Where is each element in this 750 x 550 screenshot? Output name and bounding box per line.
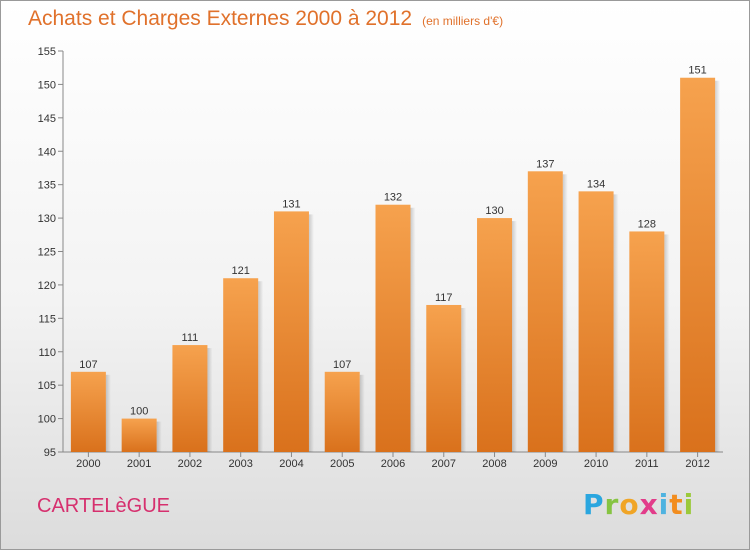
- chart-title-text: Achats et Charges Externes 2000 à 2012: [28, 7, 413, 30]
- x-tick-label: 2006: [381, 458, 405, 470]
- chart-title: Achats et Charges Externes 2000 à 2012 (e…: [28, 7, 503, 31]
- value-label: 111: [182, 332, 199, 344]
- x-tick-label: 2001: [127, 458, 151, 470]
- x-tick-label: 2004: [279, 458, 303, 470]
- labels: 107 2000 100 2001 111 2002 121 2003 131 2004 107 20…: [76, 65, 710, 470]
- bar-2009: [527, 171, 563, 453]
- bar-2005: [324, 371, 360, 452]
- bar-shadow: [664, 234, 670, 452]
- bar-2001: [121, 418, 157, 452]
- bar-2006: [375, 204, 411, 452]
- bar-2010: [578, 191, 614, 452]
- x-tick-label: 2009: [533, 458, 557, 470]
- bar-shadow: [258, 281, 264, 452]
- y-tick-label: 115: [38, 313, 56, 325]
- proxiti-logo[interactable]: Proxiti: [583, 488, 695, 521]
- value-label: 151: [688, 65, 706, 77]
- value-label: 107: [79, 359, 97, 371]
- value-label: 130: [485, 205, 503, 217]
- x-tick-label: 2008: [482, 458, 506, 470]
- y-tick-label: 135: [38, 180, 56, 192]
- y-tick-label: 140: [38, 146, 56, 158]
- x-tick-label: 2003: [228, 458, 252, 470]
- bar-2000: [70, 371, 106, 452]
- bar-2002: [172, 345, 208, 452]
- x-tick-label: 2002: [178, 458, 202, 470]
- bar-shadow: [308, 214, 314, 452]
- x-tick-label: 2012: [685, 458, 709, 470]
- x-tick-label: 2011: [635, 458, 659, 470]
- bar-shadow: [359, 374, 365, 452]
- y-tick-label: 95: [44, 447, 56, 459]
- chart-unit: (en milliers d'€): [422, 14, 504, 28]
- value-label: 132: [384, 192, 402, 204]
- bar-shadow: [410, 207, 416, 452]
- x-tick-label: 2005: [330, 458, 354, 470]
- bar-2004: [273, 211, 309, 452]
- y-tick-label: 120: [38, 280, 56, 292]
- bar-shadow: [512, 221, 518, 452]
- x-tick-label: 2010: [584, 458, 608, 470]
- value-label: 121: [232, 265, 250, 277]
- bar-2007: [426, 304, 462, 452]
- bar-2003: [223, 278, 259, 452]
- y-tick-label: 130: [38, 213, 56, 225]
- y-tick-label: 145: [38, 113, 56, 125]
- value-label: 107: [333, 359, 351, 371]
- bar-shadow: [461, 307, 467, 452]
- bars: [70, 77, 721, 453]
- value-label: 134: [587, 178, 605, 190]
- y-tick-label: 105: [38, 380, 56, 392]
- y-tick-label: 100: [38, 414, 56, 426]
- bar-shadow: [562, 174, 568, 453]
- bar-2012: [680, 77, 716, 452]
- bar-2011: [629, 231, 665, 452]
- x-tick-label: 2007: [432, 458, 456, 470]
- value-label: 100: [130, 406, 148, 418]
- bar-shadow: [715, 80, 721, 452]
- y-tick-label: 125: [38, 247, 56, 259]
- value-label: 137: [536, 158, 554, 170]
- y-tick-label: 150: [38, 79, 56, 91]
- bar-shadow: [105, 374, 111, 452]
- value-label: 131: [282, 198, 300, 210]
- x-tick-label: 2000: [76, 458, 100, 470]
- bar-shadow: [156, 421, 162, 452]
- commune-name: CARTELèGUE: [37, 495, 171, 517]
- value-label: 117: [435, 292, 453, 304]
- y-tick-label: 155: [38, 46, 56, 58]
- y-tick-label: 110: [38, 347, 56, 359]
- bar-shadow: [613, 194, 619, 452]
- value-label: 128: [638, 218, 656, 230]
- bar-2008: [477, 218, 513, 452]
- bar-shadow: [207, 348, 213, 452]
